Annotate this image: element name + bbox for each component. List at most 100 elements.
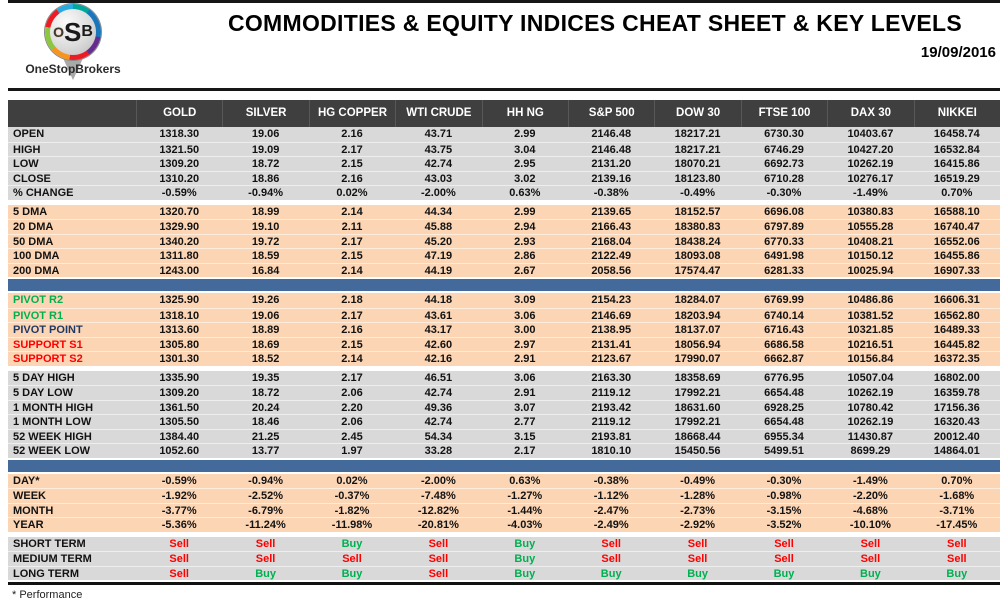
value-cell: -5.36%: [161, 519, 197, 531]
value-cell: 2.17: [341, 235, 363, 248]
value-cell: 2.11: [341, 221, 363, 233]
value-cell: 1305.80: [159, 338, 200, 351]
value-cell: -0.38%: [593, 187, 629, 199]
table-row: 5 DAY HIGH 1335.90 19.35 2.17 46.51 3.06 2163.…: [8, 370, 1000, 385]
value-cell: -2.20%: [852, 490, 888, 502]
row-label: MEDIUM TERM: [13, 553, 92, 565]
signal-cell: Sell: [428, 553, 449, 565]
value-cell: 5499.51: [764, 445, 804, 457]
value-cell: 17992.21: [674, 416, 721, 428]
value-cell: 1313.60: [159, 324, 200, 336]
value-cell: 18.89: [251, 324, 280, 336]
page-title: COMMODITIES & EQUITY INDICES CHEAT SHEET…: [227, 10, 963, 36]
signal-cell: Sell: [255, 537, 276, 550]
column-header: GOLD: [136, 100, 222, 127]
value-cell: 1320.70: [159, 205, 200, 218]
signal-cell: Buy: [687, 567, 708, 580]
value-cell: 10408.21: [847, 235, 894, 248]
value-cell: 16740.47: [933, 221, 980, 233]
table-row: % CHANGE -0.59% -0.94% 0.02% -2.00% 0.63% -0.3…: [8, 185, 1000, 200]
value-cell: 6716.43: [764, 324, 804, 336]
value-cell: 2.77: [514, 416, 536, 428]
value-cell: -1.49%: [852, 474, 888, 487]
value-cell: 20012.40: [933, 430, 980, 443]
value-cell: 0.63%: [509, 187, 541, 199]
value-cell: 18123.80: [674, 172, 721, 185]
cheat-sheet-table: GOLD SILVER HG COPPER WTI CRUDE HH NG S&P 500…: [8, 100, 1000, 580]
row-label: YEAR: [13, 519, 44, 531]
value-cell: 6696.08: [764, 205, 804, 218]
value-cell: 6740.14: [764, 309, 804, 322]
value-cell: 2.14: [341, 264, 363, 277]
table-row: DAY* -0.59% -0.94% 0.02% -2.00% 0.63% -0.38% -0…: [8, 473, 1000, 488]
value-cell: 0.02%: [336, 474, 368, 487]
row-label: 5 DAY LOW: [13, 387, 73, 399]
value-cell: 2.86: [514, 250, 536, 262]
value-cell: 3.07: [514, 401, 536, 414]
value-cell: 47.19: [424, 250, 453, 262]
value-cell: 3.00: [514, 324, 536, 336]
section-band-divider: [8, 279, 1000, 291]
value-cell: 0.70%: [941, 474, 973, 487]
value-cell: 6710.28: [764, 172, 804, 185]
value-cell: 2146.48: [591, 143, 632, 156]
table-row: SUPPORT S1 1305.80 18.69 2.15 42.60 2.97 2131.…: [8, 336, 1000, 351]
value-cell: 18152.57: [674, 205, 721, 218]
section-performance: DAY* -0.59% -0.94% 0.02% -2.00% 0.63% -0.38% -0…: [8, 473, 1000, 532]
value-cell: -17.45%: [936, 519, 978, 531]
value-cell: -11.98%: [331, 519, 373, 531]
signal-cell: Buy: [255, 567, 276, 580]
value-cell: 10025.94: [847, 264, 894, 277]
value-cell: 16606.31: [933, 294, 980, 306]
value-cell: 18358.69: [674, 371, 721, 384]
value-cell: 0.63%: [509, 474, 541, 487]
signal-cell: Buy: [514, 537, 536, 550]
value-cell: 2166.43: [591, 221, 632, 233]
value-cell: 2119.12: [591, 387, 631, 399]
signal-cell: Sell: [774, 553, 794, 565]
value-cell: 13.77: [251, 445, 280, 457]
value-cell: 6654.48: [764, 387, 804, 399]
value-cell: 2.16: [341, 172, 363, 185]
table-row: WEEK -1.92% -2.52% -0.37% -7.48% -1.27% -1.12%…: [8, 488, 1000, 503]
table-row: 100 DMA 1311.80 18.59 2.15 47.19 2.86 2122.49 1…: [8, 248, 1000, 263]
value-cell: 16562.80: [933, 309, 980, 322]
section-ranges: 5 DAY HIGH 1335.90 19.35 2.17 46.51 3.06 2163.…: [8, 370, 1000, 458]
signal-cell: Sell: [601, 553, 621, 565]
top-divider: [8, 0, 1000, 3]
value-cell: 42.74: [424, 416, 453, 428]
value-cell: 0.70%: [941, 187, 973, 199]
value-cell: -0.94%: [248, 474, 284, 487]
value-cell: 2.91: [514, 353, 536, 365]
signal-cell: Buy: [341, 567, 363, 580]
value-cell: 2.97: [514, 338, 536, 351]
value-cell: 6770.33: [764, 235, 804, 248]
value-cell: 18438.24: [674, 235, 721, 248]
table-row: YEAR -5.36% -11.24% -11.98% -20.81% -4.03% -2.…: [8, 517, 1000, 532]
value-cell: 16588.10: [933, 205, 980, 218]
value-cell: 18668.44: [674, 430, 721, 443]
row-label: PIVOT POINT: [13, 324, 83, 336]
value-cell: -0.30%: [766, 474, 802, 487]
value-cell: -4.03%: [507, 519, 543, 531]
table-row: PIVOT R2 1325.90 19.26 2.18 44.18 3.09 2154.23…: [8, 293, 1000, 308]
value-cell: 43.75: [424, 143, 453, 156]
section-daily: OPEN 1318.30 19.06 2.16 43.71 2.99 2146.48 1821…: [8, 127, 1000, 200]
value-cell: 2.91: [514, 387, 536, 399]
report-date: 19/09/2016: [920, 44, 996, 61]
value-cell: 21.25: [251, 430, 280, 443]
table-row: 50 DMA 1340.20 19.72 2.17 45.20 2.93 2168.04 18…: [8, 233, 1000, 248]
table-row: 52 WEEK HIGH 1384.40 21.25 2.45 54.34 3.15 219…: [8, 428, 1000, 443]
value-cell: 1243.00: [159, 264, 200, 277]
value-cell: -2.92%: [680, 519, 716, 531]
value-cell: -1.68%: [939, 490, 975, 502]
value-cell: 10262.19: [847, 416, 894, 428]
row-label: OPEN: [13, 128, 45, 140]
value-cell: 11430.87: [847, 430, 894, 443]
value-cell: 18217.21: [674, 143, 721, 156]
value-cell: 1309.20: [159, 158, 200, 170]
table-row: 5 DMA 1320.70 18.99 2.14 44.34 2.99 2139.65 181…: [8, 204, 1000, 219]
value-cell: 10427.20: [847, 143, 894, 156]
column-header: HH NG: [481, 100, 568, 127]
value-cell: -2.49%: [593, 519, 629, 531]
